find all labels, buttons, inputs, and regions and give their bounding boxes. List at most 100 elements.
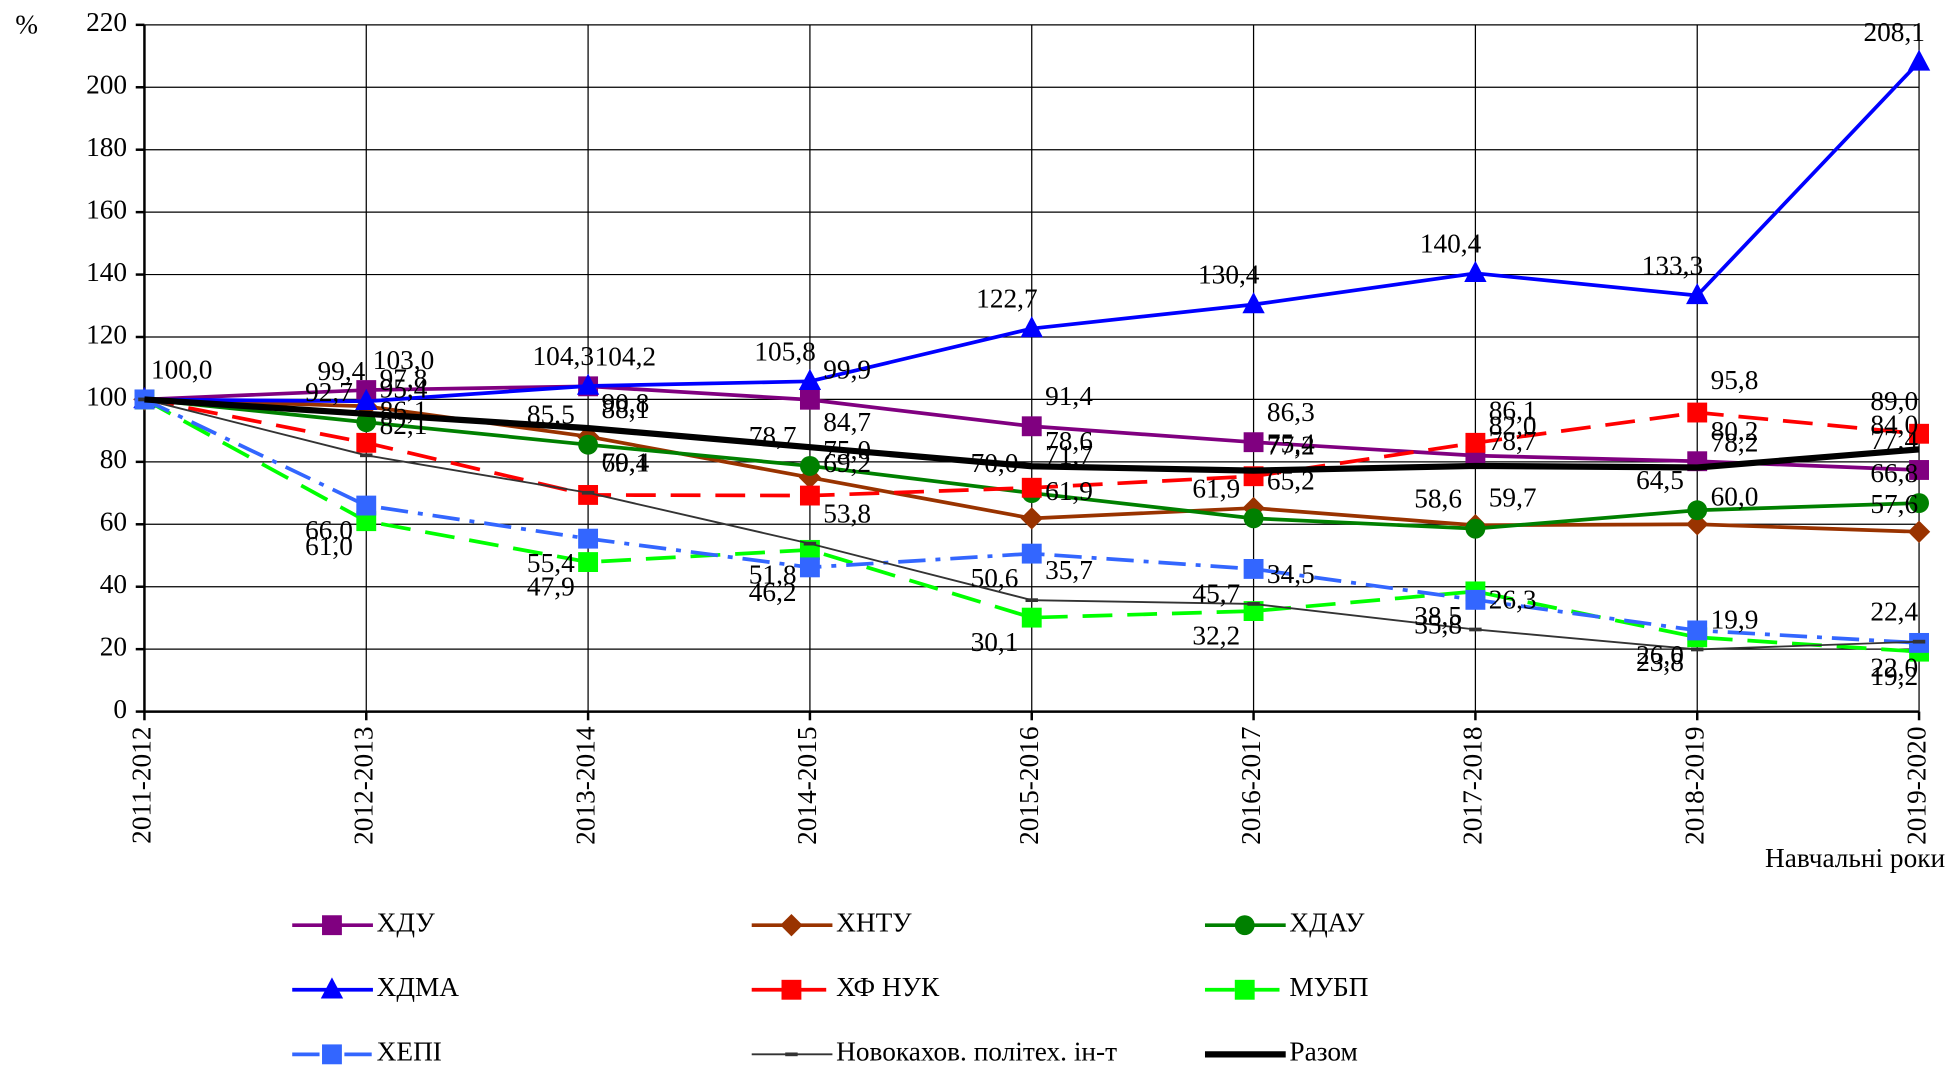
- data-point: [1907, 49, 1931, 71]
- data-point: [1687, 402, 1708, 423]
- data-label: 51,8: [749, 559, 797, 589]
- legend-marker: [320, 977, 344, 999]
- x-axis-label: Навчальні роки: [1765, 843, 1945, 873]
- series-line: [144, 396, 1920, 474]
- data-point: [1243, 432, 1264, 453]
- data-label: 61,0: [305, 531, 353, 561]
- data-label: 53,8: [823, 499, 871, 529]
- legend-label: ХДАУ: [1289, 907, 1365, 937]
- data-label: 104,3: [533, 341, 594, 371]
- data-point: [1243, 558, 1264, 579]
- data-point: [578, 485, 599, 505]
- data-label: 22,0: [1870, 652, 1918, 682]
- y-tick-label: 120: [86, 319, 127, 349]
- data-point: [1469, 627, 1482, 632]
- data-label: 85,5: [527, 400, 575, 430]
- data-point: [1687, 500, 1708, 521]
- data-label: 95,4: [380, 374, 428, 404]
- y-axis-label: %: [15, 10, 38, 40]
- legend-label: ХНТУ: [836, 907, 912, 937]
- data-label: 60,0: [1711, 482, 1759, 512]
- series-line: [143, 397, 1920, 654]
- data-label: 88,1: [601, 394, 649, 424]
- data-label: 22,4: [1870, 597, 1918, 627]
- legend-label: ХДУ: [377, 907, 436, 937]
- data-label: 82,1: [380, 410, 428, 440]
- data-label: 32,2: [1192, 621, 1240, 651]
- data-label: 26,0: [1636, 640, 1684, 670]
- data-point: [356, 412, 377, 433]
- x-tick-label: 2018-2019: [1679, 726, 1709, 844]
- data-point: [576, 373, 600, 395]
- data-label: 89,0: [1870, 386, 1918, 416]
- series-line: [143, 397, 1920, 645]
- x-tick-label: 2015-2016: [1014, 726, 1044, 844]
- y-tick-label: 40: [100, 569, 127, 599]
- data-point: [799, 485, 820, 506]
- data-label: 65,2: [1267, 465, 1315, 495]
- data-point: [799, 557, 820, 578]
- legend-label: Новокахов. політех. ін-т: [836, 1037, 1117, 1067]
- data-point: [578, 528, 599, 549]
- data-point: [1912, 639, 1926, 644]
- legend-marker: [1234, 979, 1255, 1000]
- data-label: 80,2: [1711, 416, 1759, 446]
- data-point: [578, 434, 599, 455]
- data-point: [799, 455, 820, 476]
- legend-label: Разом: [1289, 1037, 1357, 1067]
- x-tick-label: 2011-2012: [127, 726, 157, 843]
- data-label: 104,2: [595, 341, 656, 371]
- legend-label: ХФ НУК: [836, 972, 940, 1002]
- data-label: 19,9: [1711, 604, 1759, 634]
- data-label: 208,1: [1863, 17, 1924, 47]
- data-label: 78,6: [1045, 426, 1093, 456]
- data-label: 82,0: [1489, 411, 1537, 441]
- data-label: 99,9: [823, 355, 871, 385]
- data-label: 55,4: [527, 548, 575, 578]
- data-label: 95,8: [1711, 365, 1759, 395]
- data-point: [1247, 602, 1260, 606]
- data-label: 122,7: [976, 284, 1037, 314]
- data-label: 66,8: [1870, 458, 1918, 488]
- data-label: 23,8: [1636, 647, 1684, 677]
- legend-marker: [785, 1052, 798, 1057]
- data-label: 86,1: [380, 395, 428, 425]
- data-point: [1021, 607, 1042, 628]
- data-point: [1021, 416, 1042, 437]
- data-point: [1021, 477, 1042, 498]
- data-label: 103,0: [373, 345, 434, 375]
- data-label: 69,2: [823, 448, 871, 478]
- data-point: [581, 490, 595, 495]
- data-label: 77,4: [1870, 425, 1918, 455]
- data-label: 140,4: [1420, 228, 1482, 258]
- x-tick-label: 2017-2018: [1458, 726, 1488, 844]
- y-tick-label: 80: [100, 444, 127, 474]
- data-label: 77,2: [1267, 431, 1315, 461]
- data-point: [1691, 647, 1704, 652]
- x-tick-label: 2019-2020: [1901, 726, 1931, 844]
- y-tick-label: 220: [86, 7, 127, 37]
- y-tick-label: 100: [86, 382, 127, 412]
- data-point: [1907, 520, 1931, 543]
- data-label: 130,4: [1198, 259, 1260, 289]
- data-point: [1687, 620, 1708, 641]
- data-label: 70,1: [601, 448, 649, 478]
- data-label: 78,7: [1489, 426, 1537, 456]
- data-label: 84,7: [823, 407, 871, 437]
- data-point: [1465, 518, 1486, 539]
- y-tick-label: 180: [86, 132, 127, 162]
- data-point: [356, 495, 377, 516]
- data-label: 61,9: [1192, 473, 1240, 503]
- legend-marker: [781, 979, 802, 1000]
- data-label: 133,3: [1642, 250, 1703, 280]
- data-point: [1464, 260, 1487, 283]
- data-point: [1909, 460, 1929, 480]
- data-label: 58,6: [1414, 484, 1462, 514]
- data-label: 66,0: [305, 515, 353, 545]
- data-label: 45,7: [1192, 579, 1240, 609]
- data-label: 92,7: [305, 377, 353, 407]
- legend-marker: [1234, 915, 1255, 936]
- data-label: 69,4: [601, 447, 649, 477]
- data-label: 35,7: [1045, 555, 1093, 585]
- data-label: 86,1: [1489, 395, 1537, 425]
